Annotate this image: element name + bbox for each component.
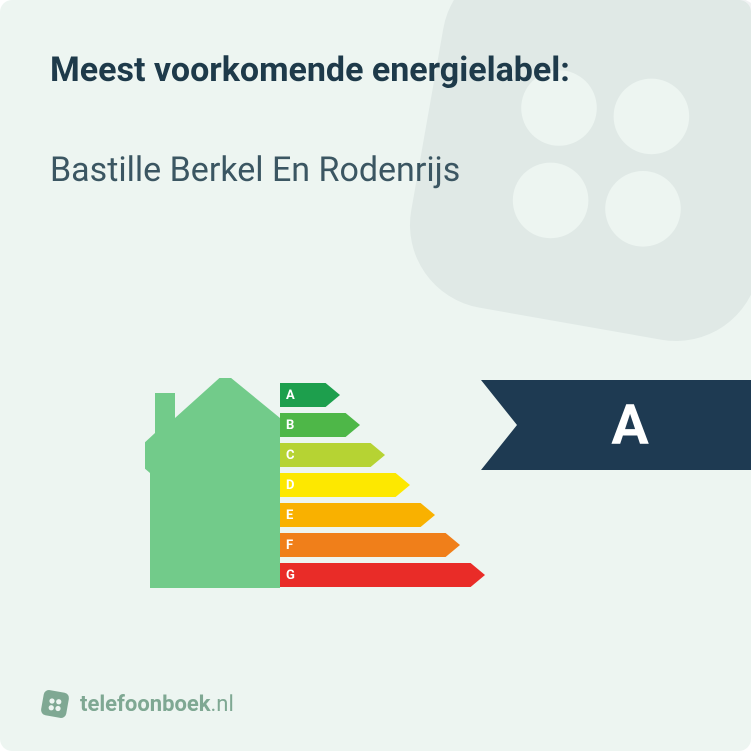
bar-label: C — [286, 448, 295, 463]
energy-bar-a: A — [280, 380, 485, 410]
energy-bar-c: C — [280, 440, 485, 470]
house-icon — [145, 378, 280, 603]
page-title: Meest voorkomende energielabel: — [50, 50, 701, 90]
result-badge: A — [481, 380, 751, 470]
bar-label: G — [286, 568, 295, 583]
card: Meest voorkomende energielabel: Bastille… — [0, 0, 751, 751]
footer-brand: telefoonboek — [80, 692, 211, 717]
footer: telefoonboek.nl — [40, 689, 234, 719]
location-subtitle: Bastille Berkel En Rodenrijs — [50, 150, 701, 190]
logo-icon — [40, 689, 70, 719]
energy-bar-e: E — [280, 500, 485, 530]
badge-letter: A — [611, 392, 649, 458]
energy-bar-g: G — [280, 560, 485, 590]
energy-bar-d: D — [280, 470, 485, 500]
bar-label: D — [286, 478, 294, 493]
energy-bar-b: B — [280, 410, 485, 440]
footer-tld: .nl — [211, 692, 234, 717]
energy-bars: ABCDEFG — [280, 380, 485, 590]
bar-label: F — [286, 538, 293, 553]
footer-text: telefoonboek.nl — [80, 692, 234, 717]
energy-bar-f: F — [280, 530, 485, 560]
bar-label: E — [286, 508, 293, 523]
bar-label: A — [286, 388, 295, 403]
bar-label: B — [286, 418, 294, 433]
